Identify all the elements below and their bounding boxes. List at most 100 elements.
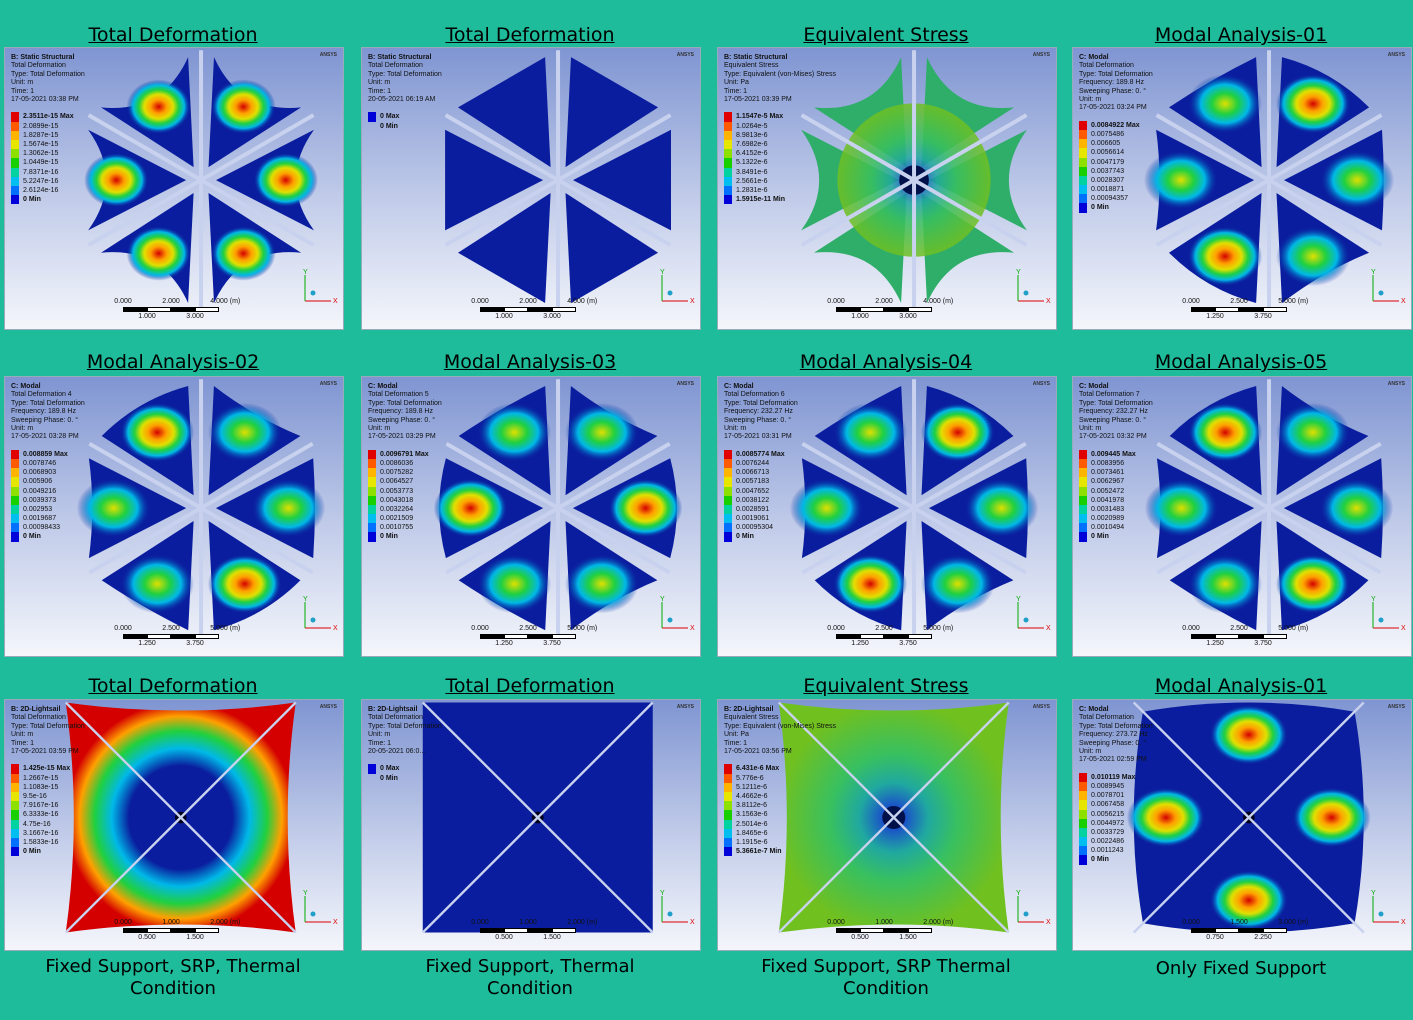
info-line: B: 2D-Lightsail <box>11 706 61 713</box>
legend-entry: 0 Min <box>1079 203 1140 213</box>
legend-value: 1.2667e-15 <box>23 774 59 782</box>
legend-entry: 4.75e-16 <box>11 819 70 829</box>
x-axis-label: X <box>690 625 695 632</box>
legend-value: 0.0022486 <box>1091 838 1125 846</box>
info-line: Type: Total Deformation <box>368 722 442 730</box>
legend-swatch <box>1079 800 1087 810</box>
info-line: Frequency: 189.8 Hz <box>11 408 76 416</box>
scale-segment <box>552 307 577 312</box>
info-line: Time: 1 <box>368 739 392 747</box>
legend-value: 0.0033729 <box>1091 828 1125 836</box>
sail-slit <box>1247 701 1365 819</box>
legend-value: 0.0083956 <box>1091 459 1125 467</box>
legend-entry: 0.0049216 <box>11 486 68 496</box>
info-line: Type: Total Deformation <box>368 399 442 407</box>
x-axis-label: X <box>690 298 695 305</box>
legend-entry: 6.4152e-6 <box>724 149 785 159</box>
legend-swatch <box>724 791 732 802</box>
legend-entry: 4.4662e-6 <box>724 791 782 802</box>
legend-swatch <box>11 828 19 838</box>
legend-value: 6.3333e-16 <box>23 811 59 819</box>
axis-triad: XY <box>1016 596 1051 632</box>
legend-value: 0.0056215 <box>1091 810 1125 818</box>
lightsail-contour-plot <box>84 50 318 310</box>
axis-triad: XY <box>660 269 695 305</box>
legend-entry: 1.5833e-16 <box>11 837 70 848</box>
legend-value: 0 Min <box>1091 533 1109 541</box>
scale-label: 0.750 <box>1206 934 1224 941</box>
legend-value: 3.8491e-6 <box>736 168 768 176</box>
legend-entry: 0.0068903 <box>11 468 68 478</box>
sail-slit <box>200 506 314 575</box>
legend-entry: 0.0085774 Max <box>724 449 785 459</box>
legend-value: 0 Min <box>380 122 398 130</box>
legend-entry: 0.009445 Max <box>1079 449 1136 459</box>
scale-label: 0.500 <box>495 934 513 941</box>
sail-slit <box>179 701 297 819</box>
y-axis-label: Y <box>1016 596 1021 603</box>
mode-shape-lobe <box>433 478 508 538</box>
deformation-hotspot <box>126 226 191 281</box>
info-line: Unit: Pa <box>724 731 749 739</box>
legend-entry: 0.00095304 <box>724 523 785 533</box>
scale-label: 0.000 <box>471 298 489 305</box>
legend-swatch <box>1079 514 1087 524</box>
legend-entry: 1.5674e-15 <box>11 139 74 150</box>
sail-slit <box>1268 178 1383 247</box>
color-legend: 0.008859 Max 0.0078746 0.0068903 0.005906 0.… <box>11 449 68 542</box>
legend-value: 0.0032264 <box>380 505 414 513</box>
ansys-logo: ANSYS <box>676 381 694 387</box>
sail-slit <box>801 506 916 575</box>
scale-label: 4.000 (m) <box>567 298 598 305</box>
legend-value: 0.0020989 <box>1091 515 1125 523</box>
info-line: 17-05-2021 03:39 PM <box>724 96 792 104</box>
scale-label: 2.000 <box>519 298 537 305</box>
sail-slit <box>536 816 654 934</box>
mode-shape-lobe <box>1320 150 1395 210</box>
y-axis-label: Y <box>660 596 665 603</box>
legend-entry: 0.010119 Max <box>1079 772 1135 782</box>
legend-swatch <box>1079 449 1087 459</box>
legend-swatch <box>724 112 732 122</box>
condition-caption: Fixed Support, SRP, Thermal Condition <box>45 956 301 999</box>
legend-entry: 6.3333e-16 <box>11 810 70 820</box>
scale-label: 1.500 <box>1230 919 1248 926</box>
ansys-logo: ANSYS <box>319 52 337 58</box>
legend-value: 0.0031483 <box>1091 505 1125 513</box>
scale-label: 4.000 (m) <box>923 298 954 305</box>
legend-value: 6.4152e-6 <box>736 150 768 158</box>
legend-swatch <box>11 764 19 774</box>
info-line: Total Deformation 5 <box>368 391 429 399</box>
legend-swatch <box>1079 495 1087 505</box>
legend-value: 1.3062e-15 <box>23 150 59 158</box>
sail-slit <box>892 701 1010 819</box>
legend-entry: 1.1547e-5 Max <box>724 112 785 122</box>
info-line: Unit: m <box>11 425 34 433</box>
sail-slit <box>87 178 203 247</box>
axis-triad: XY <box>1371 269 1406 305</box>
legend-swatch <box>724 458 732 469</box>
legend-entry: 0.0041978 <box>1079 495 1136 505</box>
legend-entry: 2.3511e-15 Max <box>11 112 74 122</box>
info-line: Type: Total Deformation <box>11 70 85 78</box>
info-line: B: Static Structural <box>368 54 432 61</box>
info-line: Time: 1 <box>724 739 748 747</box>
legend-entry: 1.1915e-6 <box>724 837 782 848</box>
scale-segment <box>552 928 577 933</box>
legend-value: 0.0043018 <box>380 496 414 504</box>
deformation-hotspot <box>211 79 276 134</box>
legend-swatch <box>724 130 732 140</box>
legend-swatch <box>1079 477 1087 487</box>
y-axis-label: Y <box>303 269 308 276</box>
legend-value: 0.0010755 <box>380 524 414 532</box>
legend-value: 1.8465e-6 <box>736 829 768 837</box>
result-info: B: 2D-Lightsail Total Deformation Type: To… <box>11 706 85 756</box>
scale-label: 3.000 <box>899 313 917 320</box>
legend-entry: 9.5e-16 <box>11 791 70 802</box>
scale-label: 2.500 <box>875 625 893 632</box>
legend-swatch <box>368 486 376 496</box>
sail-slit <box>88 506 203 575</box>
axis-triad: XY <box>660 596 695 632</box>
color-legend: 0.010119 Max 0.0089945 0.0078701 0.0067458 0… <box>1079 772 1135 865</box>
sail-slit <box>801 441 916 510</box>
